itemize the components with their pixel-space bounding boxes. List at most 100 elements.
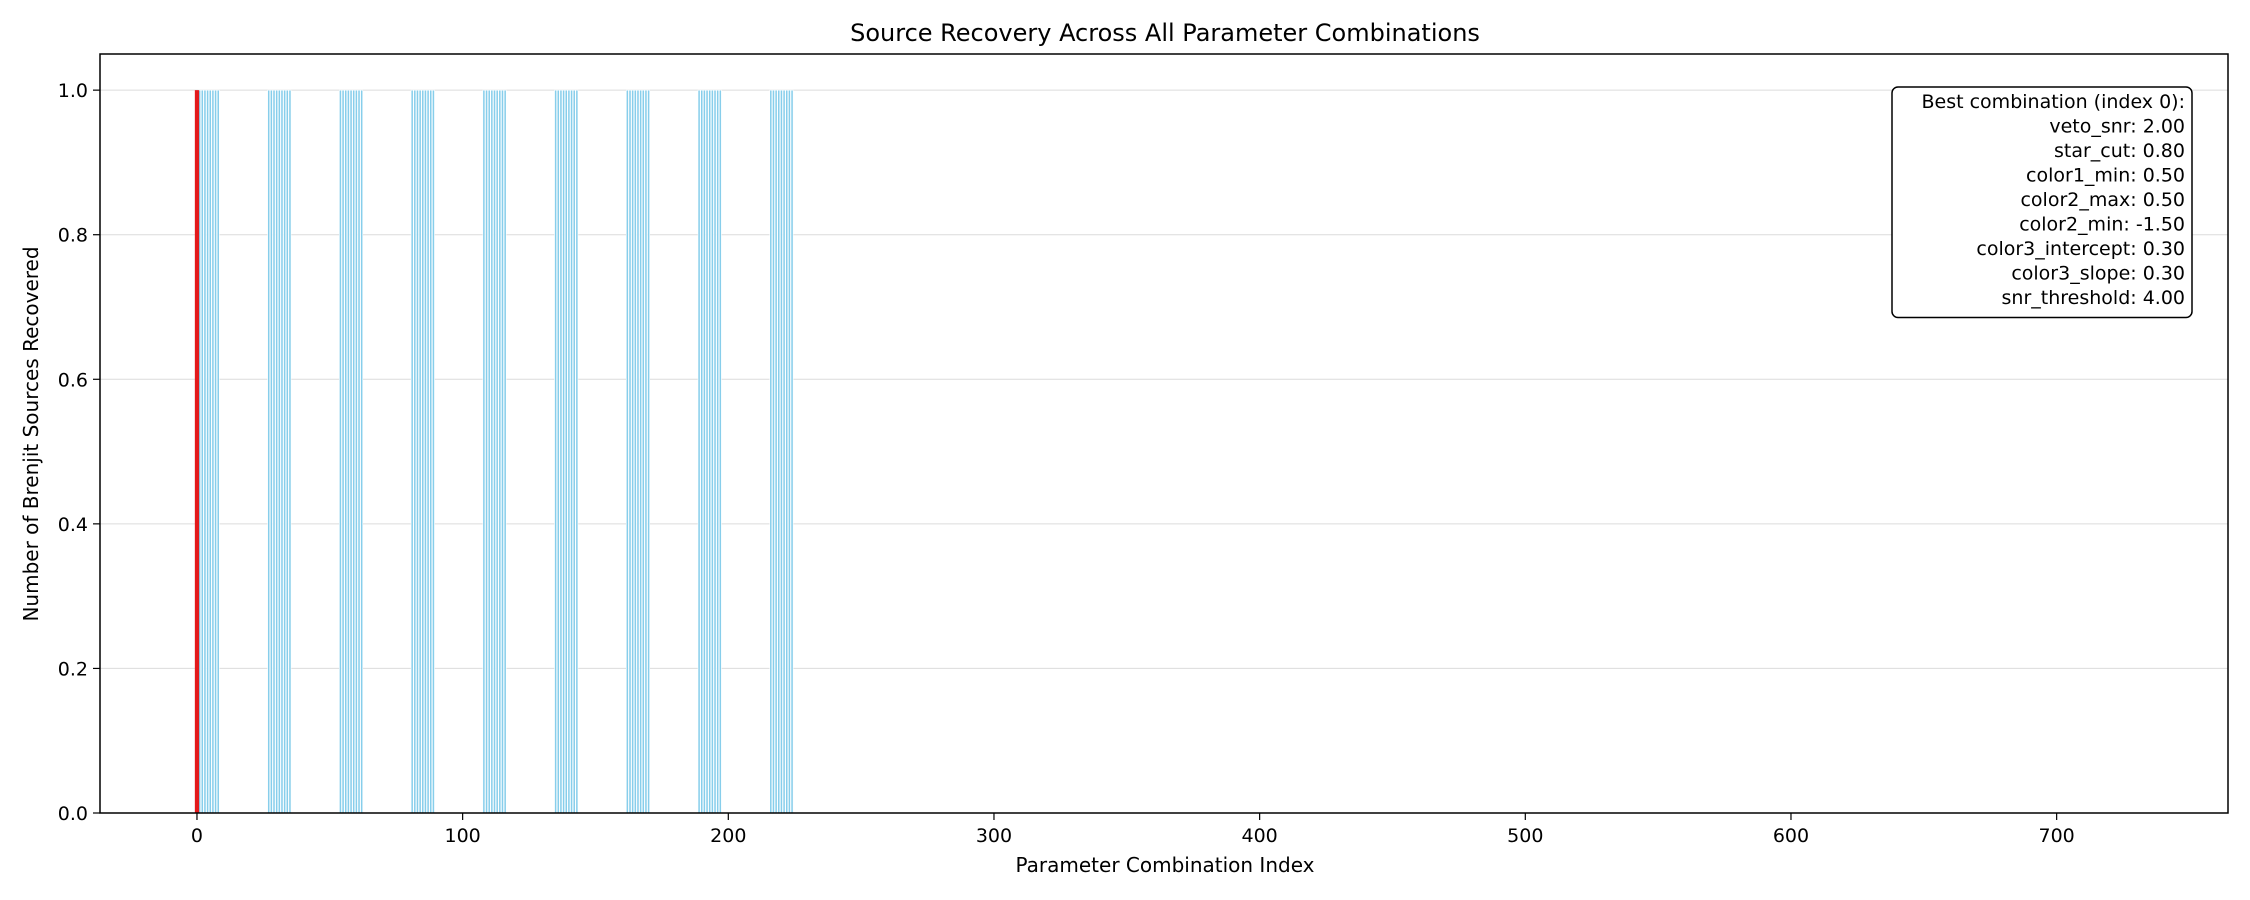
y-tick-label-1: 0.2 — [58, 658, 88, 680]
x-tick-label-400: 400 — [1242, 825, 1278, 847]
bar-162 — [625, 89, 629, 814]
bar-138 — [562, 89, 565, 814]
bar-31 — [277, 89, 281, 814]
bar-85 — [421, 89, 425, 814]
bar-29 — [272, 89, 276, 814]
bar-216 — [769, 89, 773, 814]
bar-86 — [424, 89, 427, 814]
annotation-line-4: color2_max: 0.50 — [2020, 189, 2185, 211]
bar-136 — [556, 89, 560, 814]
plot-frame — [99, 53, 2229, 814]
bar-60 — [355, 89, 358, 814]
annotation-line-3: color1_min: 0.50 — [2026, 165, 2185, 187]
bar-89 — [432, 89, 435, 814]
bar-55 — [341, 89, 345, 814]
bar-168 — [641, 89, 645, 814]
bar-35 — [288, 89, 292, 814]
bar-110 — [487, 89, 491, 814]
bar-163 — [628, 89, 632, 814]
bar-221 — [782, 89, 786, 814]
bar-113 — [495, 89, 499, 814]
bar-33 — [283, 89, 287, 814]
bar-169 — [644, 89, 648, 814]
bar-139 — [564, 89, 568, 814]
annotation-line-2: star_cut: 0.80 — [2054, 140, 2185, 162]
bar-190 — [700, 89, 704, 814]
bar-223 — [788, 89, 791, 814]
bar-88 — [429, 89, 433, 814]
x-tick-label-500: 500 — [1507, 825, 1543, 847]
bar-220 — [780, 89, 783, 814]
bar-137 — [559, 89, 563, 814]
bar-30 — [275, 89, 279, 814]
bar-28 — [269, 89, 273, 814]
y-tick-label-2: 0.4 — [58, 514, 88, 536]
bar-56 — [344, 89, 348, 814]
x-tick-label-100: 100 — [445, 825, 481, 847]
bar-219 — [777, 89, 781, 814]
bar-217 — [772, 89, 775, 814]
bar-5 — [208, 89, 212, 814]
y-tick-label-4: 0.8 — [58, 225, 88, 247]
bar-6 — [211, 89, 215, 814]
bar-87 — [426, 89, 430, 814]
bar-170 — [647, 89, 650, 814]
bar-111 — [490, 89, 494, 814]
grid-lines — [100, 89, 2228, 669]
bar-82 — [413, 89, 417, 814]
bar-166 — [636, 89, 640, 814]
y-axis-label: Number of Brenjit Sources Recovered — [19, 246, 43, 621]
bar-108 — [482, 89, 486, 814]
x-tick-label-300: 300 — [976, 825, 1012, 847]
bar-114 — [498, 89, 502, 814]
bar-192 — [705, 89, 709, 814]
y-tick-label-3: 0.6 — [58, 369, 88, 391]
bar-83 — [416, 89, 419, 814]
bar-58 — [349, 89, 353, 814]
bar-54 — [339, 89, 342, 814]
bar-4 — [206, 89, 209, 814]
bar-27 — [267, 89, 271, 814]
bar-143 — [575, 89, 579, 814]
y-tick-label-0: 0.0 — [58, 803, 88, 825]
bar-164 — [631, 89, 635, 814]
bar-193 — [708, 89, 712, 814]
bar-2 — [200, 89, 204, 814]
annotation-line-1: veto_snr: 2.00 — [2049, 116, 2185, 138]
bars — [198, 89, 794, 814]
bar-197 — [718, 89, 722, 814]
best-combination-annotation: Best combination (index 0): veto_snr: 2.0… — [1891, 86, 2193, 319]
bar-195 — [713, 89, 717, 814]
bar-194 — [711, 89, 714, 814]
bar-3 — [203, 89, 207, 814]
bar-best-0 — [194, 90, 200, 813]
x-axis-ticks: 0 100 200 300 400 500 600 700 — [191, 813, 2075, 847]
bar-218 — [774, 89, 778, 814]
bar-222 — [785, 89, 789, 814]
bar-61 — [357, 89, 361, 814]
bar-116 — [503, 89, 507, 814]
bar-115 — [501, 89, 504, 814]
annotation-line-5: color2_min: -1.50 — [2019, 214, 2185, 236]
bar-62 — [360, 89, 364, 814]
bar-8 — [216, 89, 220, 814]
y-tick-label-5: 1.0 — [58, 80, 88, 102]
y-axis-ticks: 0.0 0.2 0.4 0.6 0.8 1.0 — [58, 80, 100, 825]
x-axis-label: Parameter Combination Index — [1015, 853, 1314, 877]
bar-191 — [703, 89, 706, 814]
x-tick-label-0: 0 — [191, 825, 203, 847]
bar-196 — [716, 89, 720, 814]
bar-135 — [554, 89, 557, 814]
bar-142 — [572, 89, 576, 814]
bar-81 — [410, 89, 414, 814]
bar-84 — [418, 89, 422, 814]
highlight-bar-group — [194, 90, 200, 813]
bar-165 — [633, 89, 637, 814]
x-tick-label-600: 600 — [1773, 825, 1809, 847]
bar-224 — [790, 89, 794, 814]
bar-34 — [285, 89, 289, 814]
bar-59 — [352, 89, 356, 814]
annotation-line-7: color3_slope: 0.30 — [2011, 263, 2185, 285]
bar-32 — [280, 89, 284, 814]
